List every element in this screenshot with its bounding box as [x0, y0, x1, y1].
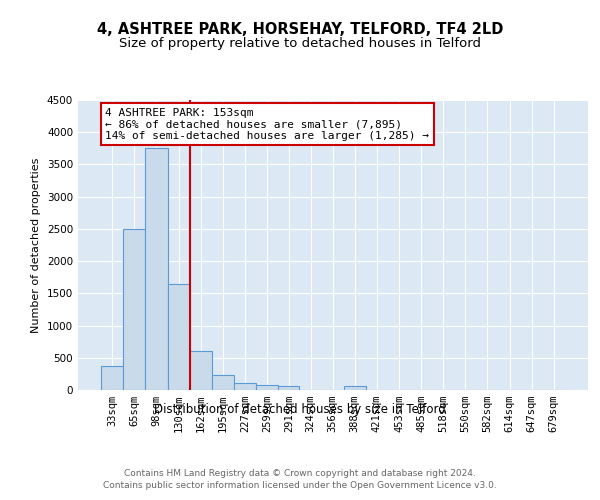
Text: Contains HM Land Registry data © Crown copyright and database right 2024.
Contai: Contains HM Land Registry data © Crown c… [103, 469, 497, 490]
Bar [278, 386, 299, 390]
Bar [145, 148, 167, 390]
Bar [344, 386, 366, 390]
Bar [212, 374, 234, 390]
Bar [234, 383, 256, 390]
Text: 4, ASHTREE PARK, HORSEHAY, TELFORD, TF4 2LD: 4, ASHTREE PARK, HORSEHAY, TELFORD, TF4 … [97, 22, 503, 38]
Text: Distribution of detached houses by size in Telford: Distribution of detached houses by size … [154, 402, 446, 415]
Bar [101, 366, 123, 390]
Bar [123, 229, 145, 390]
Y-axis label: Number of detached properties: Number of detached properties [31, 158, 41, 332]
Text: Size of property relative to detached houses in Telford: Size of property relative to detached ho… [119, 38, 481, 51]
Text: 4 ASHTREE PARK: 153sqm
← 86% of detached houses are smaller (7,895)
14% of semi-: 4 ASHTREE PARK: 153sqm ← 86% of detached… [106, 108, 430, 141]
Bar [167, 284, 190, 390]
Bar [190, 352, 212, 390]
Bar [256, 386, 278, 390]
